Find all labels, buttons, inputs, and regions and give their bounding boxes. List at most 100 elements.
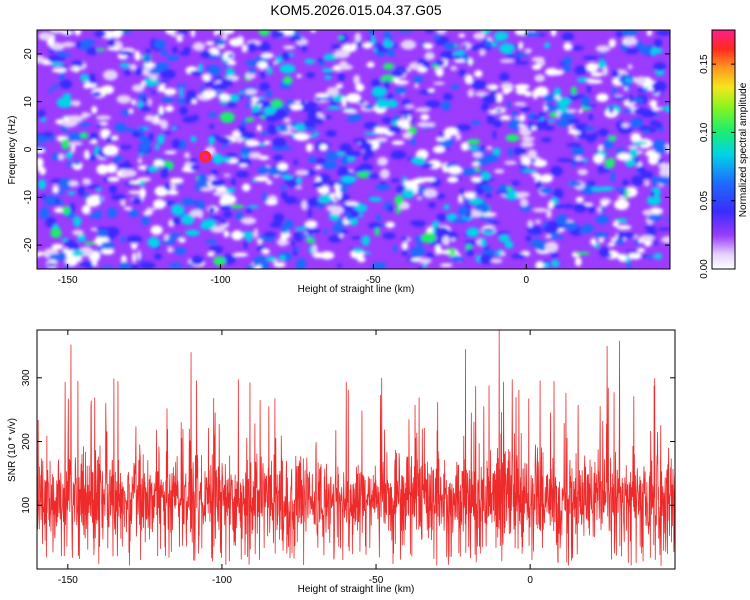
- heatmap-cell: [617, 125, 633, 134]
- heatmap-cell: [113, 155, 123, 162]
- heatmap-cell: [524, 31, 541, 37]
- heatmap-cell: [207, 112, 217, 118]
- heatmap-cell: [604, 158, 615, 169]
- heatmap-cell: [287, 99, 295, 105]
- heatmap-cell: [289, 104, 303, 111]
- heatmap-cell: [245, 206, 253, 214]
- heatmap-cell: [159, 80, 169, 84]
- heatmap-cell: [614, 238, 626, 245]
- heatmap-cell: [306, 226, 315, 236]
- heatmap-cell: [315, 92, 330, 98]
- heatmap-cell: [563, 221, 578, 231]
- heatmap-cell: [176, 184, 183, 188]
- heatmap-cell: [176, 36, 183, 43]
- heatmap-cell: [112, 30, 123, 39]
- heatmap-cell: [148, 132, 154, 142]
- heatmap-cell: [435, 225, 441, 234]
- heatmap-cell: [520, 140, 535, 148]
- heatmap-cell: [258, 30, 270, 37]
- heatmap-cell: [219, 100, 228, 105]
- heatmap-cell: [570, 159, 586, 164]
- heatmap-cell: [220, 194, 237, 205]
- heatmap-cell: [469, 197, 484, 206]
- heatmap-cell: [245, 139, 260, 147]
- heatmap-cell: [154, 39, 166, 49]
- heatmap-cell: [261, 131, 268, 136]
- heatmap-cell: [442, 235, 450, 246]
- heatmap-cell: [323, 229, 329, 235]
- heatmap-cell: [84, 149, 90, 160]
- heatmap-cell: [270, 221, 283, 228]
- heatmap-cell: [434, 33, 440, 41]
- heatmap-cell: [412, 178, 426, 184]
- heatmap-cell: [382, 62, 395, 70]
- heatmap-cell: [72, 229, 84, 236]
- heatmap-cell: [607, 242, 616, 247]
- heatmap-cell: [629, 147, 638, 159]
- heatmap-cell: [280, 226, 287, 234]
- heatmap-cell: [178, 30, 188, 36]
- heatmap-cell: [553, 188, 564, 199]
- heatmap-cell: [325, 151, 339, 161]
- heatmap-cell: [392, 245, 398, 253]
- heatmap-cell: [39, 194, 48, 199]
- heatmap-cell: [171, 139, 181, 149]
- heatmap-cell: [485, 192, 492, 198]
- heatmap-cell: [654, 145, 667, 154]
- heatmap-cell: [46, 38, 55, 47]
- heatmap-cell: [505, 134, 520, 142]
- heatmap-cell: [283, 117, 291, 123]
- heatmap-cell: [616, 152, 633, 161]
- heatmap-cell: [398, 110, 414, 115]
- heatmap-cell: [521, 157, 531, 167]
- heatmap-cell: [513, 147, 527, 156]
- heatmap-cell: [210, 216, 224, 220]
- heatmap-cell: [210, 179, 226, 187]
- heatmap-cell: [505, 53, 515, 59]
- heatmap-cell: [221, 139, 233, 144]
- heatmap-cell: [163, 233, 169, 241]
- heatmap-cell: [92, 260, 98, 267]
- heatmap-cell: [518, 41, 524, 50]
- heatmap-cell: [554, 96, 561, 100]
- heatmap-cell: [422, 63, 430, 67]
- heatmap-cell: [168, 233, 183, 239]
- heatmap-cell: [527, 149, 538, 159]
- heatmap-cell: [469, 45, 482, 51]
- heatmap-cell: [183, 46, 191, 53]
- heatmap-cell: [91, 106, 98, 114]
- heatmap-cell: [207, 251, 215, 257]
- heatmap-cell: [504, 241, 514, 249]
- heatmap-cell: [67, 191, 75, 196]
- heatmap-cell: [139, 105, 151, 112]
- heatmap-cell: [301, 200, 308, 211]
- heatmap-cell: [410, 117, 415, 124]
- heatmap-cell: [293, 132, 310, 141]
- heatmap-cell: [532, 89, 539, 100]
- heatmap-cell: [639, 235, 655, 241]
- heatmap-cell: [48, 253, 63, 262]
- heatmap-cell: [49, 30, 65, 34]
- heatmap-cell: [240, 217, 257, 225]
- heatmap-cell: [144, 114, 156, 122]
- heatmap-cell: [436, 30, 447, 34]
- heatmap-cell: [121, 236, 126, 242]
- heatmap-cell: [247, 68, 257, 74]
- heatmap-cell: [525, 235, 532, 243]
- heatmap-cell: [154, 114, 159, 123]
- heatmap-cell: [205, 41, 214, 46]
- heatmap-cell: [67, 115, 84, 123]
- spectrogram-ylabel: Frequency (Hz): [7, 116, 18, 185]
- heatmap-cell: [96, 164, 109, 175]
- heatmap-cell: [658, 162, 670, 170]
- heatmap-cell: [628, 252, 642, 260]
- heatmap-cell: [600, 201, 609, 207]
- heatmap-cell: [68, 180, 79, 187]
- heatmap-cell: [281, 174, 294, 180]
- heatmap-cell: [598, 144, 603, 151]
- heatmap-cell: [624, 188, 629, 196]
- heatmap-cell: [190, 30, 196, 38]
- heatmap-cell: [473, 32, 486, 40]
- heatmap-cell: [615, 30, 624, 38]
